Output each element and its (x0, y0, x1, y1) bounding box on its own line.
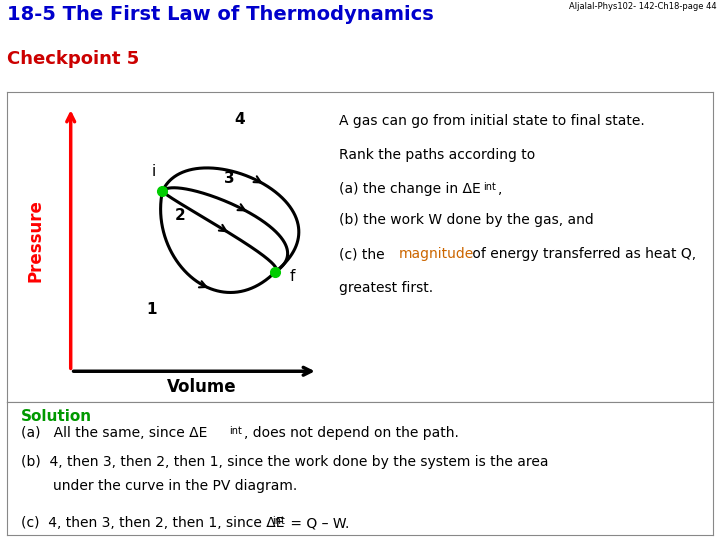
Text: (a) the change in ΔE: (a) the change in ΔE (339, 182, 480, 196)
Text: 3: 3 (224, 171, 235, 186)
Text: (c)  4, then 3, then 2, then 1, since ΔE: (c) 4, then 3, then 2, then 1, since ΔE (22, 516, 285, 530)
Text: greatest first.: greatest first. (339, 281, 433, 295)
Text: 4: 4 (235, 112, 246, 127)
Text: ,: , (498, 182, 502, 196)
Text: int: int (271, 516, 284, 526)
Text: 1: 1 (147, 302, 157, 316)
Text: f: f (289, 269, 294, 284)
Text: (a)   All the same, since ΔE: (a) All the same, since ΔE (22, 426, 207, 440)
Text: under the curve in the PV diagram.: under the curve in the PV diagram. (53, 479, 297, 493)
Text: Rank the paths according to: Rank the paths according to (339, 148, 535, 161)
Text: 18-5 The First Law of Thermodynamics: 18-5 The First Law of Thermodynamics (7, 5, 434, 24)
Text: (b)  4, then 3, then 2, then 1, since the work done by the system is the area: (b) 4, then 3, then 2, then 1, since the… (22, 455, 549, 469)
Text: = Q – W.: = Q – W. (286, 516, 349, 530)
Text: Aljalal-Phys102- 142-Ch18-page 44: Aljalal-Phys102- 142-Ch18-page 44 (569, 2, 716, 11)
Text: Solution: Solution (22, 409, 92, 424)
Text: int: int (483, 182, 496, 192)
Text: Checkpoint 5: Checkpoint 5 (7, 51, 140, 69)
Text: A gas can go from initial state to final state.: A gas can go from initial state to final… (339, 113, 644, 127)
Text: of energy transferred as heat Q,: of energy transferred as heat Q, (468, 247, 696, 261)
Text: int: int (230, 426, 243, 436)
Text: , does not depend on the path.: , does not depend on the path. (243, 426, 459, 440)
Text: magnitude: magnitude (399, 247, 474, 261)
Text: (b) the work W done by the gas, and: (b) the work W done by the gas, and (339, 213, 593, 227)
Text: (c) the: (c) the (339, 247, 389, 261)
Text: i: i (151, 164, 156, 179)
Text: Volume: Volume (166, 378, 236, 396)
Text: 2: 2 (175, 208, 186, 224)
Text: Pressure: Pressure (27, 199, 45, 282)
